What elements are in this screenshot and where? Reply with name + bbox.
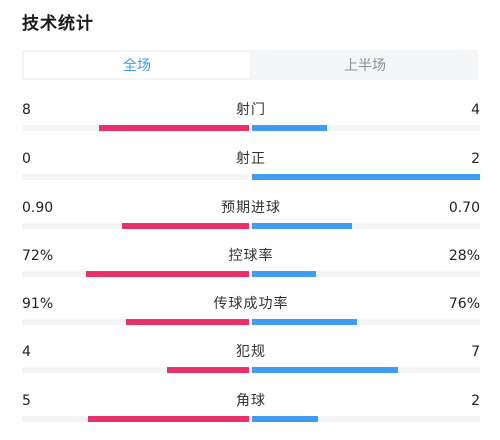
home-value: 0 bbox=[22, 151, 31, 167]
tab-first-half[interactable]: 上半场 bbox=[344, 58, 386, 74]
home-value: 8 bbox=[22, 102, 31, 118]
period-tabs: 全场 上半场 bbox=[22, 50, 478, 80]
stat-row-pass-accuracy: 91% 传球成功率 76% bbox=[22, 296, 480, 326]
away-bar-track bbox=[252, 223, 480, 229]
home-value: 91% bbox=[22, 296, 54, 312]
away-bar bbox=[252, 319, 357, 325]
home-bar-track bbox=[22, 416, 249, 422]
away-value: 7 bbox=[471, 344, 480, 360]
away-bar bbox=[252, 174, 480, 180]
away-bar bbox=[252, 125, 328, 131]
home-bar-track bbox=[22, 319, 249, 325]
stat-label: 犯规 bbox=[236, 344, 266, 360]
home-bar bbox=[85, 271, 249, 277]
stat-label: 预期进球 bbox=[221, 200, 281, 216]
home-bar-track bbox=[22, 271, 249, 277]
away-value: 76% bbox=[448, 296, 480, 312]
away-bar bbox=[252, 416, 319, 422]
stat-row-corners: 5 角球 2 bbox=[22, 393, 480, 423]
away-bar bbox=[252, 367, 398, 373]
home-bar-track bbox=[22, 125, 249, 131]
away-value: 0.70 bbox=[448, 200, 480, 216]
away-bar-track bbox=[252, 319, 480, 325]
stat-label: 传球成功率 bbox=[213, 296, 289, 312]
away-bar-track bbox=[252, 271, 480, 277]
away-value: 28% bbox=[448, 248, 480, 264]
home-bar bbox=[121, 223, 249, 229]
stat-row-fouls: 4 犯规 7 bbox=[22, 344, 480, 374]
home-value: 72% bbox=[22, 248, 54, 264]
away-value: 2 bbox=[471, 393, 480, 409]
away-bar-track bbox=[252, 416, 480, 422]
away-bar bbox=[252, 271, 316, 277]
stat-row-possession: 72% 控球率 28% bbox=[22, 248, 480, 278]
home-bar bbox=[126, 319, 249, 325]
home-bar-track bbox=[22, 174, 249, 180]
home-bar bbox=[99, 125, 249, 131]
tab-full-match[interactable]: 全场 bbox=[24, 52, 250, 78]
stat-label: 角球 bbox=[236, 393, 266, 409]
home-bar-track bbox=[22, 367, 249, 373]
stat-row-shots: 8 射门 4 bbox=[22, 102, 480, 132]
stat-label: 控球率 bbox=[228, 248, 274, 264]
away-value: 2 bbox=[471, 151, 480, 167]
away-bar bbox=[252, 223, 353, 229]
home-bar-track bbox=[22, 223, 249, 229]
stat-row-shots-on-target: 0 射正 2 bbox=[22, 151, 480, 181]
stat-label: 射门 bbox=[236, 102, 266, 118]
stat-label: 射正 bbox=[236, 151, 266, 167]
home-bar bbox=[167, 367, 249, 373]
home-bar bbox=[87, 416, 249, 422]
home-value: 0.90 bbox=[22, 200, 54, 216]
home-value: 5 bbox=[22, 393, 31, 409]
home-value: 4 bbox=[22, 344, 31, 360]
page-title: 技术统计 bbox=[22, 14, 94, 34]
away-bar-track bbox=[252, 125, 480, 131]
away-bar-track bbox=[252, 174, 480, 180]
away-value: 4 bbox=[471, 102, 480, 118]
stat-row-expected-goals: 0.90 预期进球 0.70 bbox=[22, 200, 480, 230]
away-bar-track bbox=[252, 367, 480, 373]
